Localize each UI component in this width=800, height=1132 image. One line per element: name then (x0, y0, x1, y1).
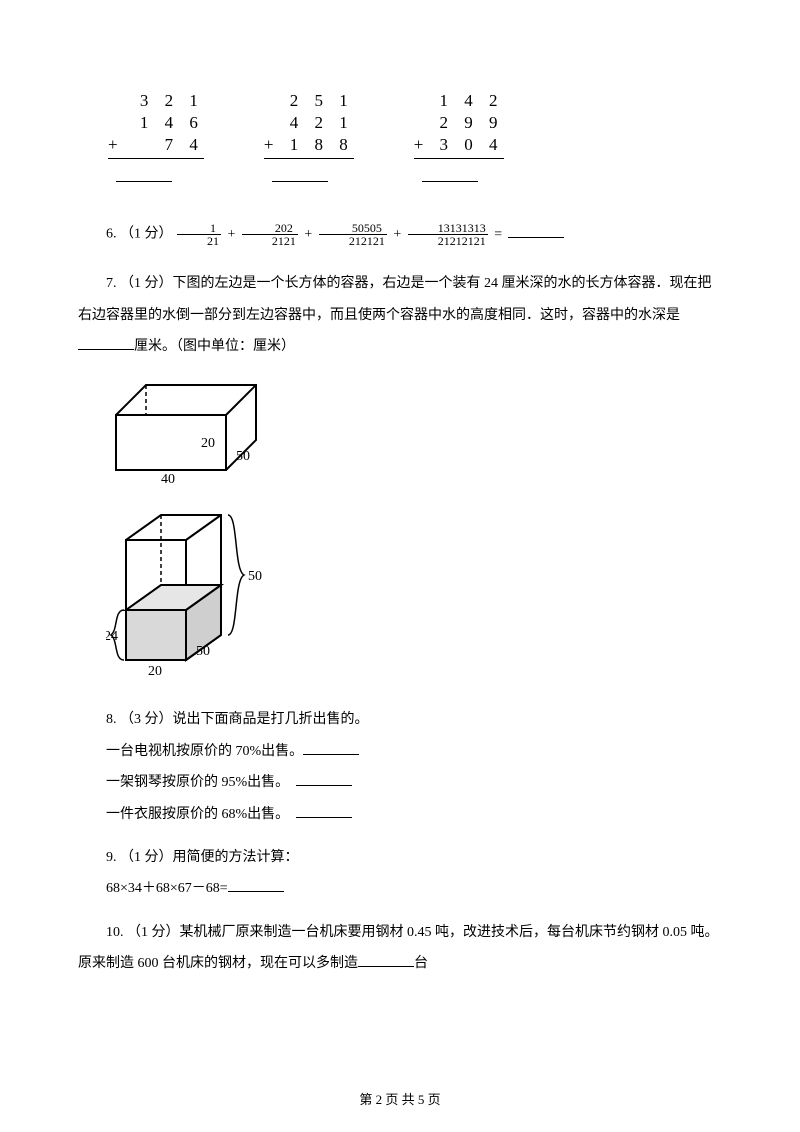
q-label: 8. (106, 712, 117, 727)
q7-line1: 7. （1 分）下图的左边是一个长方体的容器，右边是一个装有 24 厘米深的水的… (78, 269, 722, 298)
dim-label: 50 (248, 569, 262, 584)
q7-text-c: 厘米。（图中单位：厘米） (134, 339, 295, 354)
addition-problem-2: 2 5 1 4 2 1 + 1 8 8 (264, 90, 354, 182)
add-row: 4 2 1 (264, 112, 354, 134)
q10-line1: 10. （1 分）某机械厂原来制造一台机床要用钢材 0.45 吨，改进技术后，每… (78, 918, 722, 947)
q9-lead: 9. （1 分）用简便的方法计算： (78, 843, 722, 872)
add-row: 2 9 9 (414, 112, 504, 134)
addition-problem-1: 3 2 1 1 4 6 + 7 4 (108, 90, 204, 182)
q-label: 10. (106, 925, 124, 940)
answer-blank (272, 168, 328, 182)
q8-lead-text: 说出下面商品是打几折出售的。 (173, 712, 369, 727)
add-row: 3 2 1 (108, 90, 204, 112)
question-6: 6. （1 分） 121 + 2022121 + 50505212121 + 1… (78, 222, 722, 247)
q9-expr-text: 68×34＋68×67－68= (106, 881, 228, 896)
answer-blank (508, 224, 564, 238)
dim-label: 40 (161, 472, 175, 485)
q-label: 6. (106, 227, 117, 242)
sum-line (108, 158, 204, 162)
q10-text-a: 某机械厂原来制造一台机床要用钢材 0.45 吨，改进技术后，每台机床节约钢材 0… (180, 925, 719, 940)
fraction: 50505212121 (319, 222, 387, 247)
q-label: 7. (106, 276, 117, 291)
add-row: 1 4 2 (414, 90, 504, 112)
plus-sign: + (393, 227, 401, 242)
q7-line3: 厘米。（图中单位：厘米） (78, 332, 722, 361)
q9-lead-text: 用简便的方法计算： (173, 850, 299, 865)
q-label: 9. (106, 850, 117, 865)
q8-item-text: 一架钢琴按原价的 95%出售。 (106, 775, 289, 790)
add-row: 2 5 1 (264, 90, 354, 112)
answer-blank (296, 804, 352, 818)
add-addend: 1 8 8 (290, 135, 354, 154)
dim-label: 50 (196, 644, 210, 659)
answer-blank (296, 772, 352, 786)
diagram-box-1: 20 50 40 (106, 375, 722, 490)
q-points: （1 分） (120, 227, 173, 242)
q10-text-b-post: 台 (414, 956, 428, 971)
diagram-box-2: 50 24 50 20 (106, 510, 722, 685)
add-addend: 3 0 4 (440, 135, 504, 154)
fraction: 1313131321212121 (408, 222, 488, 247)
q-points: （3 分） (120, 712, 173, 727)
plus-sign: + (228, 227, 236, 242)
dim-label: 24 (106, 629, 118, 644)
add-row: + 1 8 8 (264, 134, 354, 156)
add-row: + 3 0 4 (414, 134, 504, 156)
answer-blank (78, 336, 134, 350)
answer-blank (228, 878, 284, 892)
answer-blank (303, 741, 359, 755)
dim-label: 50 (236, 449, 250, 464)
answer-blank (116, 168, 172, 182)
equals-sign: = (494, 227, 502, 242)
q-points: （1 分） (127, 925, 180, 940)
question-10: 10. （1 分）某机械厂原来制造一台机床要用钢材 0.45 吨，改进技术后，每… (78, 918, 722, 979)
q8-item-text: 一台电视机按原价的 70%出售。 (106, 744, 303, 759)
q9-expr: 68×34＋68×67－68= (78, 874, 722, 903)
addition-problem-3: 1 4 2 2 9 9 + 3 0 4 (414, 90, 504, 182)
answer-blank (422, 168, 478, 182)
q-points: （1 分） (120, 276, 173, 291)
q8-item: 一件衣服按原价的 68%出售。 (78, 800, 722, 829)
q10-text-b-pre: 原来制造 600 台机床的钢材，现在可以多制造 (78, 956, 358, 971)
question-8: 8. （3 分）说出下面商品是打几折出售的。 一台电视机按原价的 70%出售。 … (78, 705, 722, 829)
q7-line2: 右边容器里的水倒一部分到左边容器中，而且使两个容器中水的高度相同．这时，容器中的… (78, 301, 722, 330)
dim-label: 20 (148, 664, 162, 679)
fraction: 121 (177, 222, 221, 247)
q10-line2: 原来制造 600 台机床的钢材，现在可以多制造 台 (78, 949, 722, 978)
q8-item-text: 一件衣服按原价的 68%出售。 (106, 807, 289, 822)
dim-label: 20 (201, 436, 215, 451)
q8-lead: 8. （3 分）说出下面商品是打几折出售的。 (78, 705, 722, 734)
q8-item: 一台电视机按原价的 70%出售。 (78, 737, 722, 766)
page-footer: 第 2 页 共 5 页 (0, 1089, 800, 1108)
question-9: 9. （1 分）用简便的方法计算： 68×34＋68×67－68= (78, 843, 722, 904)
answer-blank (358, 953, 414, 967)
q-points: （1 分） (120, 850, 173, 865)
addition-problems: 3 2 1 1 4 6 + 7 4 2 5 1 4 2 1 + 1 8 8 1 … (108, 90, 722, 182)
q8-item: 一架钢琴按原价的 95%出售。 (78, 768, 722, 797)
sum-line (264, 158, 354, 162)
plus-sign: + (304, 227, 312, 242)
sum-line (414, 158, 504, 162)
add-row: + 7 4 (108, 134, 204, 156)
add-row: 1 4 6 (108, 112, 204, 134)
fraction: 2022121 (242, 222, 298, 247)
q7-text-a: 下图的左边是一个长方体的容器，右边是一个装有 24 厘米深的水的长方体容器．现在… (173, 276, 712, 291)
add-addend: 7 4 (144, 135, 204, 154)
question-7: 7. （1 分）下图的左边是一个长方体的容器，右边是一个装有 24 厘米深的水的… (78, 269, 722, 361)
